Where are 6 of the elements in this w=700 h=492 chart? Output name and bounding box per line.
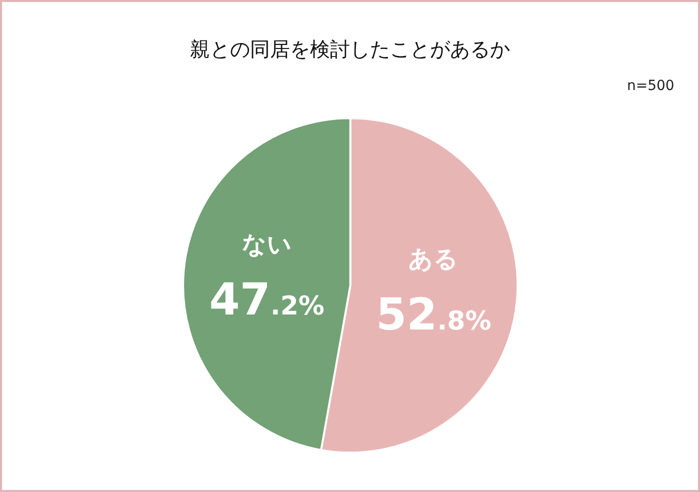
text: n=500 — [627, 78, 674, 94]
slice-label: ある — [408, 245, 459, 274]
chart-title: 親との同居を検討したことがあるか — [190, 37, 510, 62]
slice-label: ない — [242, 230, 292, 258]
data-label: 52.8% — [376, 289, 492, 340]
data-label: 47.2% — [209, 274, 325, 326]
